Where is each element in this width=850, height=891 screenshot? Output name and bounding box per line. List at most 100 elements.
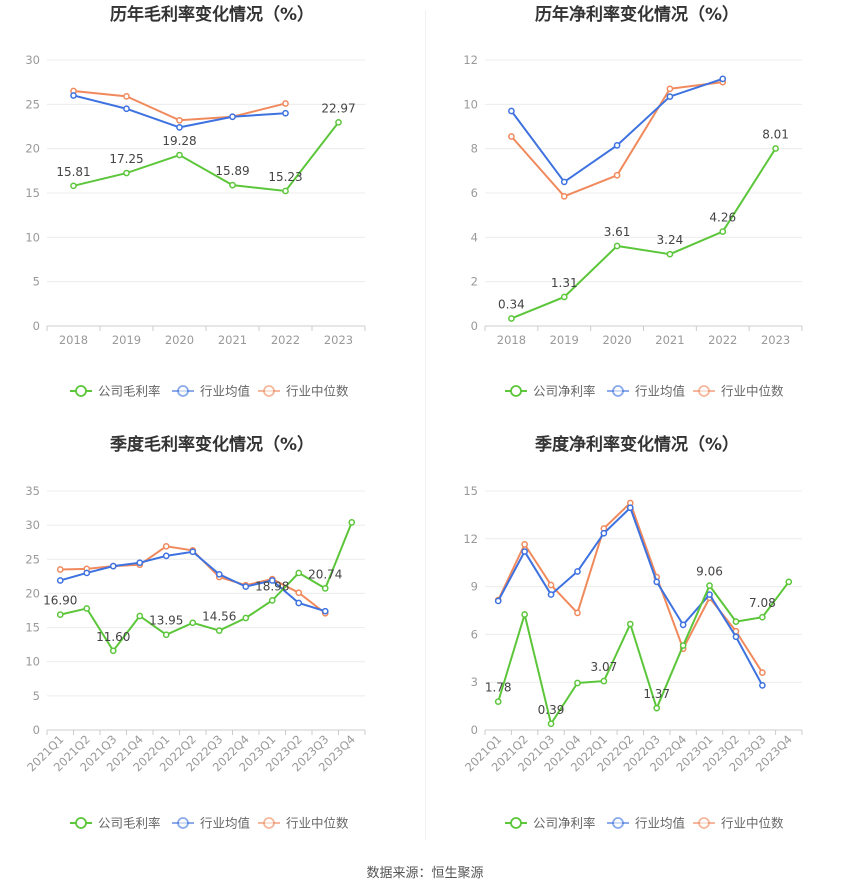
data-label: 19.28 — [162, 134, 196, 148]
legend-item-company: 公司毛利率 — [70, 816, 161, 831]
data-point-industry_avg — [732, 633, 740, 641]
chart-svg: 季度净利率变化情况（%）036912152021Q12021Q22021Q320… — [462, 434, 803, 831]
y-tick-label: 10 — [25, 655, 40, 669]
annual-gross-margin-chart: 历年毛利率变化情况（%） 0 5 10 15 20 25 30 2018 2019 2020 2021… — [0, 0, 425, 430]
data-label: 15.89 — [215, 164, 249, 178]
data-point-company — [176, 151, 183, 159]
y-tick-label: 5 — [33, 275, 40, 289]
data-label: 15.81 — [56, 165, 90, 179]
y-tick-label: 35 — [25, 484, 40, 498]
chart-svg: 历年净利率变化情况（%） 0 2 4 6 8 10 12 2018 2019 2020 2021 202… — [463, 4, 803, 399]
data-point-industry_avg — [560, 178, 568, 186]
annual-net-margin-chart: 历年净利率变化情况（%） 0 2 4 6 8 10 12 2018 2019 2020 2021 202… — [425, 0, 850, 430]
data-point-company — [123, 169, 130, 177]
data-point-industry_avg — [494, 597, 502, 605]
data-point-industry_median — [176, 116, 183, 124]
y-tick-label: 2 — [471, 275, 478, 289]
data-point-company — [348, 519, 356, 526]
series-line-industry_avg — [510, 77, 724, 184]
y-tick-label: 0 — [471, 723, 478, 737]
data-point-company — [732, 618, 740, 626]
y-tick-label: 0 — [33, 319, 40, 333]
legend-label: 公司毛利率 — [98, 816, 161, 831]
data-point-industry_avg — [282, 109, 289, 117]
y-tick-label: 10 — [25, 230, 40, 244]
legend-marker-icon — [177, 817, 189, 829]
data-label: 17.25 — [109, 152, 143, 166]
data-label: 4.26 — [709, 211, 736, 225]
data-label: 1.37 — [643, 687, 670, 701]
y-tick-label: 25 — [25, 97, 40, 111]
y-tick-label: 5 — [33, 689, 40, 703]
x-tick-label: 2019 — [112, 333, 141, 347]
data-label: 1.78 — [485, 681, 512, 695]
y-tick-label: 15 — [463, 484, 478, 498]
x-tick-label: 2020 — [165, 333, 194, 347]
x-tick-label: 2018 — [59, 333, 88, 347]
data-label: 1.31 — [551, 276, 578, 290]
data-point-company — [521, 611, 528, 618]
legend-label: 行业均值 — [200, 384, 250, 399]
series-line-industry_median — [497, 501, 764, 674]
data-point-industry_avg — [719, 75, 727, 83]
data-point-company — [679, 642, 687, 649]
x-tick-label: 2022 — [708, 333, 737, 347]
data-point-industry_median — [521, 541, 528, 548]
data-point-company — [56, 611, 64, 618]
data-point-company — [295, 569, 303, 577]
data-label: 20.74 — [308, 567, 342, 581]
legend-item-industry_median: 行业中位数 — [258, 816, 349, 831]
data-point-industry_median — [574, 609, 581, 617]
y-tick-label: 30 — [25, 53, 40, 67]
data-label: 3.24 — [657, 233, 684, 247]
y-tick-label: 15 — [25, 621, 40, 635]
legend-label: 行业均值 — [635, 384, 685, 399]
data-point-industry_avg — [295, 599, 303, 607]
data-point-industry_median — [613, 171, 621, 179]
chart-svg: 季度毛利率变化情况（%）051015202530352021Q12021Q220… — [24, 434, 366, 831]
legend-item-company: 公司净利率 — [505, 384, 596, 399]
legend-marker-icon — [510, 385, 522, 397]
data-point-company — [600, 677, 608, 685]
legend-marker-icon — [177, 385, 189, 397]
panel-divider — [425, 10, 426, 840]
chart-title: 季度净利率变化情况（%） — [535, 434, 739, 455]
data-point-industry_avg — [189, 548, 197, 556]
y-tick-label: 0 — [33, 723, 40, 737]
x-tick-label: 2023 — [324, 333, 353, 347]
data-point-industry_avg — [70, 92, 77, 99]
data-label: 22.97 — [321, 101, 355, 115]
data-label: 9.06 — [696, 565, 723, 579]
data-point-industry_avg — [706, 591, 713, 598]
y-tick-label: 6 — [471, 186, 478, 200]
legend-label: 行业均值 — [635, 816, 685, 831]
data-point-company — [282, 187, 289, 195]
y-tick-label: 15 — [25, 186, 40, 200]
data-point-company — [189, 619, 197, 627]
y-tick-label: 12 — [463, 53, 478, 67]
data-point-company — [321, 585, 329, 592]
legend-marker-icon — [263, 385, 275, 397]
legend-marker-icon — [75, 385, 87, 397]
series-line-industry_median — [510, 81, 723, 198]
data-label: 16.90 — [43, 594, 77, 608]
x-tick-label: 2023 — [761, 333, 790, 347]
data-point-company — [706, 582, 713, 589]
data-point-industry_avg — [162, 552, 170, 560]
data-point-industry_avg — [508, 107, 515, 115]
data-point-industry_avg — [229, 113, 236, 121]
y-tick-label: 20 — [25, 586, 40, 600]
legend-label: 行业中位数 — [286, 384, 349, 399]
data-point-industry_median — [162, 542, 170, 550]
legend-item-industry_median: 行业中位数 — [693, 816, 784, 831]
legend-item-company: 公司净利率 — [505, 816, 596, 831]
data-label: 14.56 — [202, 610, 236, 624]
legend-item-industry_median: 行业中位数 — [258, 384, 349, 399]
data-point-industry_avg — [521, 548, 528, 555]
data-point-industry_avg — [136, 559, 144, 567]
legend-item-industry_avg: 行业均值 — [172, 384, 250, 399]
data-point-industry_avg — [759, 682, 766, 689]
data-point-company — [215, 627, 223, 634]
data-label: 3.07 — [591, 660, 618, 674]
data-point-industry_avg — [83, 569, 91, 577]
